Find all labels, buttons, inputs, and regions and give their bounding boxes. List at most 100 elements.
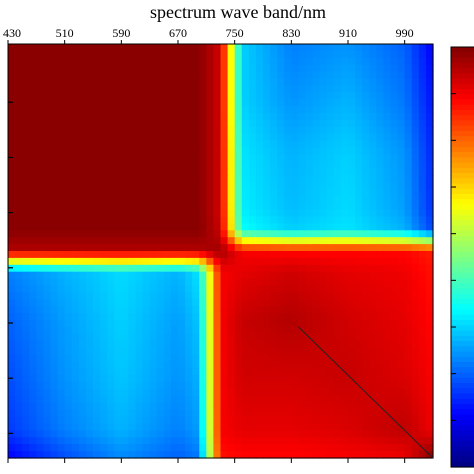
heatmap-cell: [107, 382, 115, 390]
heatmap-cell: [163, 251, 172, 259]
heatmap-cell: [107, 126, 115, 135]
heatmap-cell: [277, 409, 285, 418]
heatmap-cell: [8, 326, 16, 335]
heatmap-cell: [15, 451, 23, 459]
heatmap-cell: [340, 409, 349, 418]
heatmap-cell: [107, 368, 115, 376]
heatmap-cell: [100, 223, 108, 231]
heatmap-cell: [213, 416, 222, 425]
heatmap-cell: [227, 188, 236, 197]
heatmap-cell: [213, 271, 222, 280]
heatmap-cell: [333, 340, 342, 349]
heatmap-cell: [8, 119, 16, 128]
colorbar-swatch: [451, 83, 474, 90]
heatmap-cell: [29, 395, 37, 404]
heatmap-cell: [227, 133, 236, 142]
heatmap-cell: [241, 133, 250, 142]
heatmap-cell: [135, 126, 144, 135]
heatmap-cell: [121, 140, 130, 149]
heatmap-cell: [57, 361, 66, 369]
heatmap-cell: [355, 361, 363, 369]
heatmap-cell: [319, 230, 328, 238]
heatmap-cell: [340, 64, 349, 73]
heatmap-cell: [277, 354, 285, 362]
heatmap-cell: [199, 361, 207, 369]
heatmap-cell: [170, 416, 179, 425]
heatmap-cell: [404, 230, 413, 238]
heatmap-cell: [71, 361, 80, 369]
heatmap-cell: [241, 216, 250, 224]
heatmap-cell: [291, 361, 300, 369]
heatmap-cell: [206, 230, 215, 238]
heatmap-cell: [107, 264, 115, 273]
heatmap-cell: [319, 161, 328, 169]
heatmap-cell: [199, 133, 207, 142]
heatmap-cell: [142, 154, 151, 162]
heatmap-cell: [149, 216, 158, 224]
heatmap-cell: [305, 147, 314, 155]
heatmap-cell: [50, 361, 59, 369]
heatmap-cell: [93, 333, 101, 342]
heatmap-cell: [64, 202, 73, 211]
heatmap-cell: [312, 423, 321, 431]
heatmap-cell: [411, 423, 420, 431]
heatmap-cell: [383, 402, 392, 411]
heatmap-cell: [36, 306, 45, 314]
heatmap-cell: [376, 223, 385, 231]
heatmap-cell: [93, 326, 101, 335]
heatmap-cell: [100, 299, 108, 307]
heatmap-cell: [319, 188, 328, 197]
heatmap-cell: [213, 313, 222, 321]
heatmap-cell: [57, 147, 66, 155]
heatmap-cell: [369, 106, 377, 114]
heatmap-cell: [376, 202, 385, 211]
heatmap-cell: [178, 292, 186, 300]
heatmap-cell: [15, 71, 23, 80]
heatmap-cell: [213, 361, 222, 369]
heatmap-cell: [156, 278, 165, 287]
heatmap-cell: [277, 326, 285, 335]
heatmap-cell: [85, 409, 94, 418]
heatmap-cell: [298, 57, 307, 66]
heatmap-cell: [411, 451, 420, 459]
heatmap-cell: [149, 195, 158, 204]
heatmap-cell: [29, 57, 37, 66]
heatmap-cell: [248, 230, 257, 238]
heatmap-cell: [418, 78, 427, 86]
heatmap-cell: [319, 361, 328, 369]
heatmap-cell: [298, 409, 307, 418]
heatmap-cell: [248, 195, 257, 204]
heatmap-cell: [284, 92, 292, 100]
heatmap-cell: [425, 326, 434, 335]
heatmap-cell: [284, 168, 292, 176]
heatmap-cell: [213, 230, 222, 238]
colorbar-swatch: [451, 304, 474, 311]
heatmap-cell: [390, 306, 399, 314]
heatmap-cell: [348, 340, 356, 349]
heatmap-cell: [298, 347, 307, 356]
heatmap-cell: [312, 382, 321, 390]
heatmap-cell: [390, 299, 399, 307]
heatmap-cell: [78, 333, 87, 342]
heatmap-cell: [369, 402, 377, 411]
heatmap-cell: [170, 375, 179, 383]
heatmap-cell: [220, 230, 229, 238]
heatmap-cell: [206, 216, 215, 224]
heatmap-cell: [390, 382, 399, 390]
heatmap-cell: [29, 416, 37, 425]
heatmap-cell: [319, 326, 328, 335]
heatmap-cell: [107, 50, 115, 59]
heatmap-cell: [93, 202, 101, 211]
heatmap-cell: [50, 271, 59, 280]
heatmap-cell: [348, 188, 356, 197]
heatmap-cell: [78, 188, 87, 197]
heatmap-cell: [263, 78, 271, 86]
heatmap-cell: [192, 285, 200, 293]
heatmap-cell: [213, 161, 222, 169]
heatmap-cell: [156, 271, 165, 280]
heatmap-cell: [78, 57, 87, 66]
heatmap-cell: [298, 50, 307, 59]
heatmap-cell: [425, 368, 434, 376]
heatmap-cell: [142, 361, 151, 369]
heatmap-cell: [178, 237, 186, 245]
